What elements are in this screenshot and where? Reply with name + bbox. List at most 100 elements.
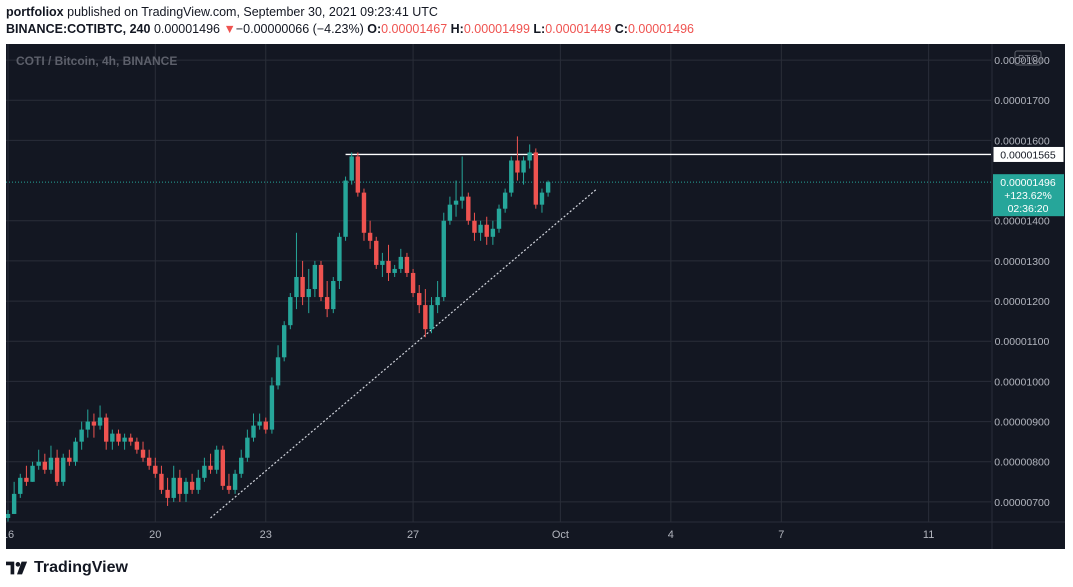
candle bbox=[6, 509, 11, 522]
candle-body bbox=[196, 477, 201, 490]
candle-body bbox=[392, 268, 397, 273]
candle-body bbox=[423, 305, 428, 330]
candle bbox=[128, 433, 133, 446]
candle-body bbox=[91, 421, 97, 426]
current-price-tag bbox=[993, 174, 1064, 217]
candle bbox=[48, 445, 54, 474]
candle-body bbox=[257, 421, 262, 426]
x-tick-label: 16 bbox=[6, 529, 14, 541]
tradingview-brand[interactable]: TradingView bbox=[6, 559, 128, 577]
x-tick-label: 23 bbox=[260, 529, 272, 541]
y-tick-label: 0.00000900 bbox=[994, 417, 1050, 429]
price-axis[interactable]: 0.00001800 0.00001700 0.00001600 0.00001400… bbox=[991, 44, 1050, 549]
candle bbox=[42, 453, 48, 474]
candle-body bbox=[306, 289, 311, 298]
candle-body bbox=[116, 433, 121, 442]
candle-body bbox=[312, 264, 318, 290]
candle-body bbox=[472, 220, 477, 233]
y-tick-label: 0.00001000 bbox=[994, 376, 1050, 388]
candle-body bbox=[18, 477, 23, 494]
candle-body bbox=[502, 192, 508, 209]
candle bbox=[521, 156, 526, 185]
trendline[interactable] bbox=[210, 188, 598, 519]
candle bbox=[110, 429, 115, 450]
candle bbox=[324, 280, 330, 318]
candle bbox=[392, 264, 397, 277]
candle-body bbox=[36, 461, 41, 466]
candle-body bbox=[386, 260, 391, 273]
candles bbox=[6, 136, 551, 522]
candle bbox=[374, 236, 379, 269]
candle bbox=[429, 297, 434, 334]
candle-body bbox=[85, 421, 90, 430]
candle-body bbox=[435, 297, 440, 306]
candle-body bbox=[189, 481, 195, 490]
candle-body bbox=[527, 152, 532, 161]
candle bbox=[220, 445, 226, 490]
candle bbox=[312, 260, 318, 298]
candle bbox=[355, 152, 361, 197]
candle-body bbox=[417, 293, 422, 306]
candle-body bbox=[42, 461, 48, 470]
symbol-info: BINANCE:COTIBTC, 240 0.00001496 ▼−0.0000… bbox=[6, 22, 694, 36]
candle bbox=[24, 465, 29, 486]
y-tick-label: 0.00001700 bbox=[994, 95, 1050, 107]
y-tick-label: 0.00000800 bbox=[994, 457, 1050, 469]
candle-body bbox=[146, 457, 152, 466]
candle-body bbox=[545, 182, 551, 193]
publish-info: portfoliox published on TradingView.com,… bbox=[6, 5, 438, 19]
candle bbox=[269, 377, 275, 434]
candle bbox=[202, 457, 207, 482]
resistance-price-label: 0.00001565 bbox=[1000, 149, 1056, 161]
candle-body bbox=[171, 477, 176, 498]
close-value: 0.00001496 bbox=[627, 22, 694, 36]
candle bbox=[515, 136, 520, 181]
candle bbox=[466, 192, 471, 225]
pane-title: COTI / Bitcoin, 4h, BINANCE bbox=[16, 54, 178, 68]
candle bbox=[533, 148, 539, 209]
candle-body bbox=[24, 477, 29, 482]
price-chart[interactable]: 0.00001800 0.00001700 0.00001600 0.00001400… bbox=[6, 44, 1065, 549]
candle bbox=[496, 204, 502, 233]
candle-body bbox=[226, 485, 232, 490]
candle-body bbox=[515, 160, 520, 173]
candle bbox=[146, 449, 152, 470]
candle-body bbox=[318, 264, 324, 298]
candle bbox=[196, 469, 201, 494]
brand-name: TradingView bbox=[34, 559, 128, 576]
candle-body bbox=[251, 425, 256, 438]
candle bbox=[300, 260, 305, 306]
candle bbox=[232, 469, 238, 494]
candle bbox=[122, 433, 127, 450]
chart-background bbox=[6, 44, 1065, 549]
candle bbox=[134, 437, 140, 454]
candle bbox=[85, 409, 90, 438]
candle bbox=[36, 449, 41, 470]
candle-body bbox=[220, 449, 226, 486]
candle-body bbox=[239, 457, 244, 474]
publisher-name[interactable]: portfoliox bbox=[6, 5, 64, 19]
candle-body bbox=[275, 357, 281, 386]
candle-body bbox=[97, 417, 103, 426]
candle-body bbox=[337, 236, 342, 281]
candle bbox=[140, 441, 146, 462]
candle bbox=[97, 405, 103, 430]
candle bbox=[18, 473, 23, 498]
candle-body bbox=[269, 385, 275, 430]
candle bbox=[361, 188, 367, 241]
time-axis[interactable]: 16 20 23 27 Oct 4 7 11 bbox=[6, 521, 1065, 541]
low-label: L: bbox=[533, 22, 546, 36]
countdown-label: 02:36:20 bbox=[1008, 203, 1049, 215]
candle-body bbox=[453, 200, 459, 205]
candle-body bbox=[73, 441, 78, 462]
candle-body bbox=[398, 256, 403, 269]
candle bbox=[116, 429, 121, 446]
candle bbox=[183, 477, 189, 502]
candle bbox=[349, 152, 354, 185]
candle bbox=[294, 232, 299, 310]
candle-body bbox=[300, 276, 305, 298]
candle-body bbox=[6, 513, 11, 518]
x-tick-label: 11 bbox=[923, 529, 934, 541]
candle bbox=[263, 417, 268, 434]
candle-body bbox=[521, 160, 526, 173]
